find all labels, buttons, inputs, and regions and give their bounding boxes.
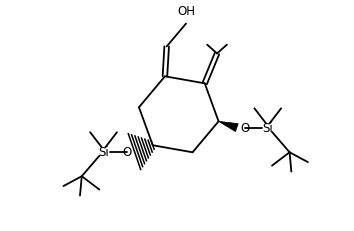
Text: Si: Si [98,146,109,158]
Text: OH: OH [177,5,195,18]
Text: O: O [240,122,249,135]
Text: Si: Si [262,122,273,135]
Polygon shape [218,122,238,132]
Text: O: O [122,146,131,158]
